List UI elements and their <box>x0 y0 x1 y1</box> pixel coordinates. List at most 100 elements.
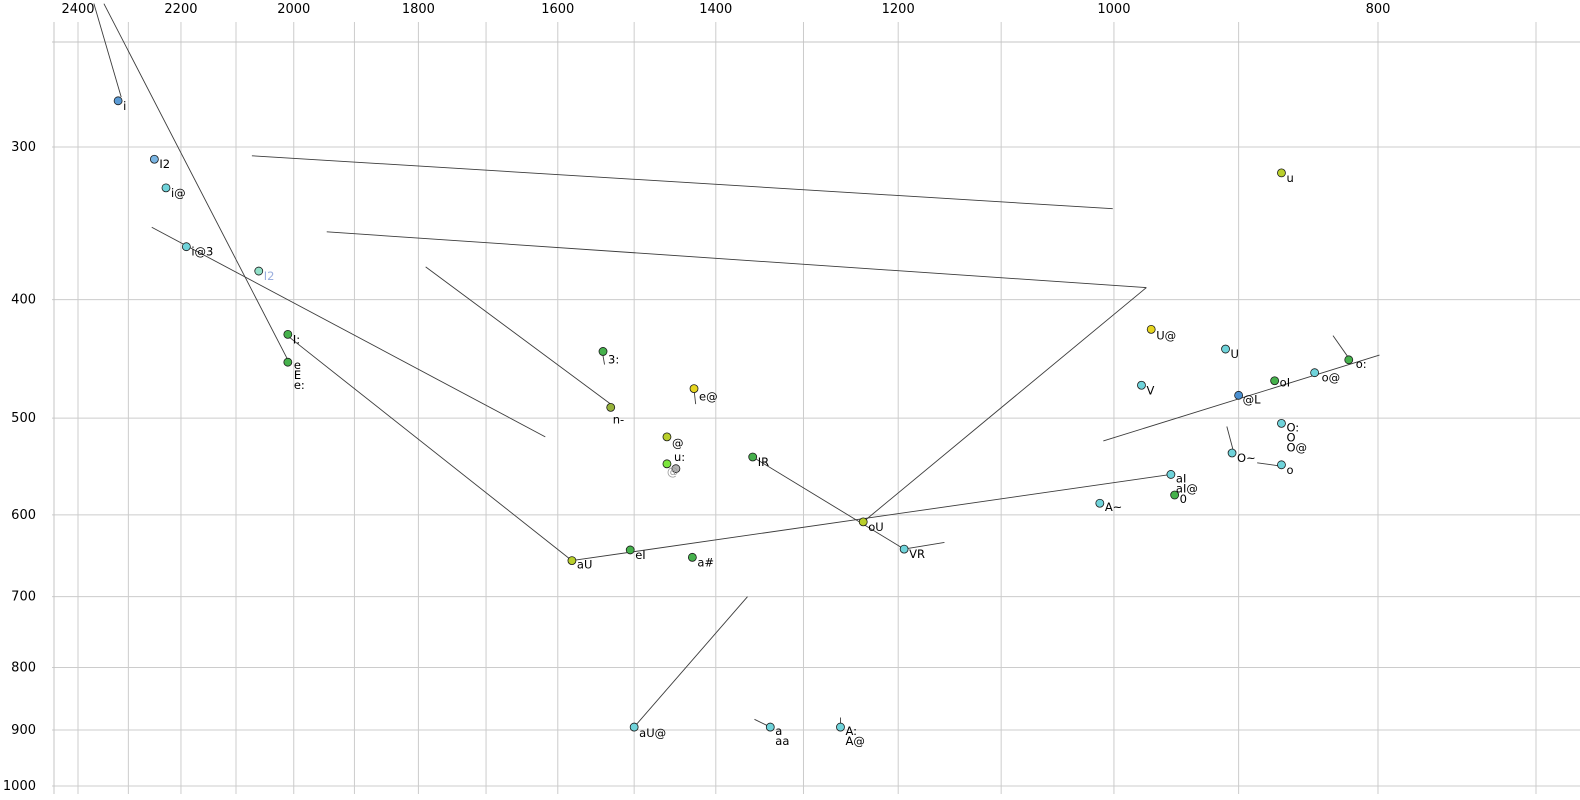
vowel-point <box>899 544 909 554</box>
vowel-point <box>1095 498 1105 508</box>
vowel-label: I2 <box>264 269 275 283</box>
vowel-point <box>113 96 123 106</box>
vowel-label: n- <box>613 412 624 426</box>
vowel-label: A: <box>845 724 857 738</box>
vowel-label: O <box>1286 430 1295 444</box>
vowel-point <box>1166 470 1176 479</box>
vowel-label: @ <box>672 436 684 450</box>
y-axis-tick-label: 700 <box>11 590 36 605</box>
y-axis-tick-label: 800 <box>11 661 36 676</box>
vowel-label: a# <box>697 555 714 569</box>
vowel-point <box>662 459 672 469</box>
trajectory-line <box>326 231 1147 289</box>
vowel-point <box>1344 355 1354 365</box>
y-axis-tick-label: 300 <box>11 140 36 155</box>
x-axis-tick-label: 2400 <box>61 2 94 17</box>
vowel-label: U@ <box>1156 328 1176 342</box>
vowel-label: aI@ <box>1176 481 1198 495</box>
vowel-label: aa <box>775 734 789 748</box>
x-axis-tick-label: 2000 <box>277 2 310 17</box>
vowel-label: e@ <box>699 390 718 404</box>
vowel-label: A@ <box>845 734 864 748</box>
vowel-label: oU <box>868 520 883 534</box>
vowel-label: o <box>1286 463 1293 477</box>
vowel-point <box>567 556 577 565</box>
vowel-label: e: <box>294 378 305 392</box>
trajectory-line <box>571 473 1171 562</box>
vowel-point <box>1227 448 1237 458</box>
y-axis-tick-label: 1000 <box>3 779 36 794</box>
trajectory-line <box>1226 426 1234 452</box>
vowel-label: aI <box>1176 471 1186 485</box>
vowel-point <box>181 242 191 252</box>
vowel-point <box>149 154 159 164</box>
trajectory-line <box>752 456 905 550</box>
x-axis-tick-label: 1000 <box>1097 2 1130 17</box>
vowel-label: 0 <box>1180 492 1187 506</box>
vowel-point <box>748 452 758 462</box>
x-axis-tick-label: 800 <box>1366 2 1391 17</box>
vowel-point <box>1277 460 1286 470</box>
vowel-point <box>1310 368 1320 378</box>
vowel-point <box>283 357 293 367</box>
y-axis-tick-label: 400 <box>11 293 36 308</box>
trajectory-line <box>286 335 573 561</box>
vowel-label: I2 <box>159 157 170 171</box>
vowel-label: i@ <box>171 186 186 200</box>
vowel-point <box>629 722 639 732</box>
vowel-point <box>858 517 868 527</box>
vowel-point <box>598 347 608 356</box>
vowel-point <box>1277 418 1286 428</box>
vowel-point <box>606 402 616 412</box>
x-axis-tick-label: 1400 <box>699 2 732 17</box>
vowel-label: IR <box>758 455 769 469</box>
vowel-label: U <box>1231 347 1239 361</box>
vowel-label: oI <box>1280 376 1290 390</box>
vowel-label: O~ <box>1237 451 1256 465</box>
vowel-label: i@3 <box>191 245 213 259</box>
x-axis-tick-label: 1600 <box>541 2 574 17</box>
vowel-label: @ <box>667 465 679 479</box>
vowel-point <box>161 183 171 193</box>
vowel-label: u <box>1286 171 1293 185</box>
vowel-point <box>1277 168 1286 178</box>
x-axis-tick-label: 1800 <box>402 2 435 17</box>
vowel-point <box>1170 490 1180 500</box>
vowel-label: a <box>775 724 782 738</box>
x-axis-tick-label: 1200 <box>882 2 915 17</box>
vowel-point <box>1137 380 1146 390</box>
trajectory-line <box>633 596 748 728</box>
vowel-label: eI <box>635 548 645 562</box>
vowel-point <box>1221 344 1230 354</box>
x-axis-tick-label: 2200 <box>164 2 197 17</box>
trajectory-line <box>103 3 290 363</box>
vowel-point <box>1146 324 1156 334</box>
vowel-label: O@ <box>1286 440 1307 454</box>
trajectory-line <box>93 3 122 98</box>
y-axis-tick-label: 600 <box>11 508 36 523</box>
vowel-label: aU@ <box>639 726 666 740</box>
vowel-point <box>687 552 697 562</box>
vowel-point <box>765 722 775 732</box>
vowel-point <box>836 722 845 732</box>
vowel-label: o@ <box>1322 371 1341 385</box>
vowel-label: e <box>294 358 301 372</box>
vowel-point <box>1270 376 1280 386</box>
trajectory-line <box>862 287 1147 523</box>
trajectory-line <box>904 541 945 550</box>
vowel-point <box>1234 390 1244 400</box>
vowel-point <box>283 329 293 339</box>
vowel-label: V <box>1146 383 1154 397</box>
vowel-label: 3: <box>608 352 619 366</box>
vowel-label: o: <box>1356 357 1367 371</box>
vowel-label: E <box>294 368 301 382</box>
vowel-label: A~ <box>1105 500 1123 514</box>
vowel-point <box>625 545 635 555</box>
vowel-label: I: <box>293 332 300 346</box>
vowel-label: aU <box>577 558 592 572</box>
vowel-label: u: <box>674 450 685 464</box>
vowel-point <box>662 432 672 442</box>
